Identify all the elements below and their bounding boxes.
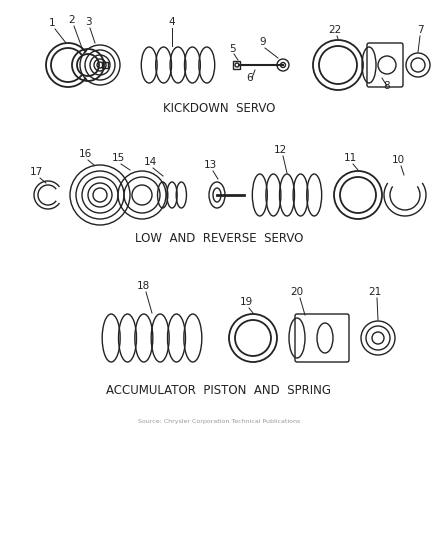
Text: 22: 22 [328, 25, 342, 35]
Text: 14: 14 [143, 157, 157, 167]
Text: 4: 4 [169, 17, 175, 27]
Text: 21: 21 [368, 287, 381, 297]
Text: 2: 2 [69, 15, 75, 25]
Text: 10: 10 [392, 155, 405, 165]
Text: Source: Chrysler Corporation Technical Publications: Source: Chrysler Corporation Technical P… [138, 418, 300, 424]
Bar [102, 62, 108, 68]
Text: 3: 3 [85, 17, 91, 27]
Text: KICKDOWN  SERVO: KICKDOWN SERVO [163, 101, 275, 115]
Text: 13: 13 [203, 160, 217, 170]
Text: 8: 8 [384, 81, 390, 91]
Text: 15: 15 [111, 153, 125, 163]
Text: 6: 6 [247, 73, 253, 83]
Text: 17: 17 [29, 167, 42, 177]
Text: ACCUMULATOR  PISTON  AND  SPRING: ACCUMULATOR PISTON AND SPRING [106, 384, 332, 397]
Text: LOW  AND  REVERSE  SERVO: LOW AND REVERSE SERVO [135, 231, 303, 245]
Text: 7: 7 [417, 25, 423, 35]
Text: 1: 1 [49, 18, 55, 28]
Text: 19: 19 [240, 297, 253, 307]
Text: 16: 16 [78, 149, 92, 159]
Text: 12: 12 [273, 145, 286, 155]
Text: 5: 5 [229, 44, 235, 54]
Text: 11: 11 [343, 153, 357, 163]
Text: 18: 18 [136, 281, 150, 291]
Bar [233, 61, 240, 69]
Text: 20: 20 [290, 287, 304, 297]
Text: 9: 9 [260, 37, 266, 47]
